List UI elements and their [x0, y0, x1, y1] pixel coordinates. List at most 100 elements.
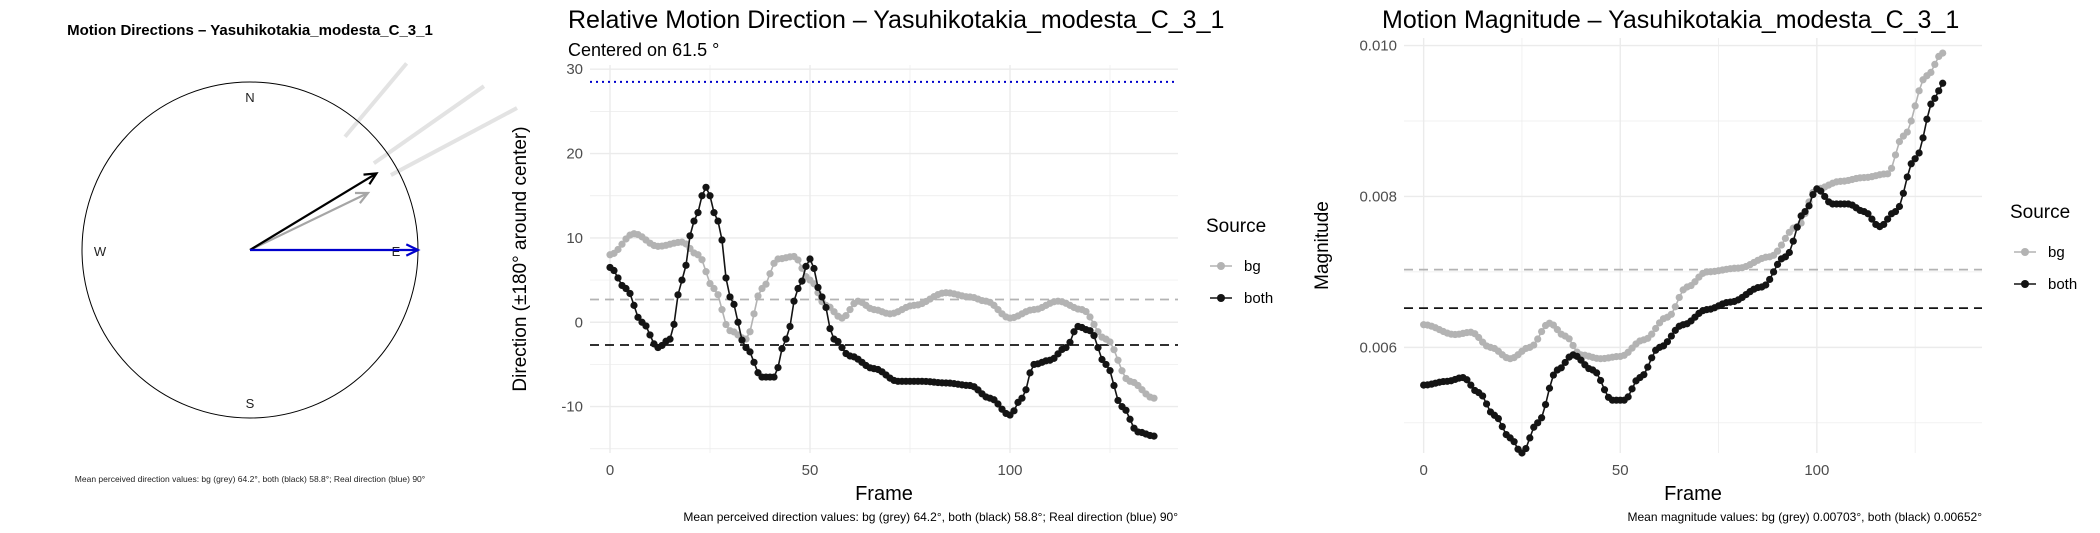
compass-faded-ray-2	[389, 106, 518, 177]
data-point-both	[614, 274, 622, 282]
chart-caption: Mean magnitude values: bg (grey) 0.00703…	[1628, 510, 1983, 524]
data-point-both	[1526, 434, 1534, 442]
data-point-both	[1010, 407, 1018, 415]
data-point-bg	[722, 320, 730, 329]
data-point-both	[1522, 444, 1530, 453]
data-point-bg	[1675, 293, 1683, 302]
data-point-bg	[706, 279, 714, 288]
y-tick-label: 0.006	[1359, 339, 1397, 356]
data-point-bg	[1887, 164, 1896, 172]
compass-arrowhead-real	[405, 243, 421, 257]
data-point-both	[1793, 223, 1801, 231]
data-point-both	[1644, 363, 1652, 371]
data-point-both	[686, 232, 694, 240]
data-point-bg	[794, 256, 802, 264]
data-point-bg	[1110, 346, 1118, 354]
data-point-bg	[1106, 338, 1114, 346]
data-point-bg	[618, 240, 626, 248]
data-point-both	[1762, 281, 1770, 289]
data-point-both	[670, 320, 678, 328]
data-point-both	[1018, 394, 1026, 402]
x-axis-label: Frame	[855, 483, 913, 505]
data-point-both	[818, 293, 826, 301]
data-point-both	[794, 284, 802, 293]
x-tick-label: 50	[1612, 462, 1629, 479]
legend-label-bg: bg	[2048, 244, 2065, 261]
data-point-both	[1545, 384, 1554, 392]
compass-arrow-bg	[249, 191, 369, 251]
relative-direction-panel: Relative Motion Direction – Yasuhikotaki…	[500, 0, 1300, 533]
data-point-bg	[1530, 341, 1538, 349]
data-point-bg	[1895, 138, 1904, 146]
data-point-bg	[846, 306, 854, 314]
data-point-both	[1098, 355, 1106, 364]
data-point-both	[806, 255, 814, 263]
data-point-both	[682, 261, 690, 269]
data-point-both	[826, 324, 834, 333]
data-point-bg	[1927, 68, 1935, 77]
data-point-bg	[1915, 87, 1923, 95]
compass-arrowhead-both	[363, 172, 379, 185]
data-point-both	[698, 192, 706, 200]
legend-label-bg: bg	[1244, 258, 1261, 275]
data-point-bg	[1777, 241, 1786, 249]
data-point-both	[1467, 381, 1475, 389]
data-point-both	[994, 400, 1002, 408]
y-tick-label: 0	[575, 314, 583, 331]
data-point-both	[1482, 400, 1491, 408]
legend-label-both: both	[2048, 276, 2077, 293]
y-tick-label: 10	[566, 230, 583, 247]
data-point-both	[1114, 396, 1122, 405]
x-tick-label: 100	[1804, 462, 1829, 479]
chart-title: Motion Magnitude – Yasuhikotakia_modesta…	[1382, 6, 1959, 34]
data-point-both	[838, 343, 846, 352]
data-point-bg	[842, 311, 850, 320]
data-point-both	[1640, 371, 1648, 379]
data-point-both	[822, 303, 830, 312]
data-point-both	[1868, 215, 1876, 223]
y-axis-label: Direction (±180° around center)	[510, 126, 531, 391]
data-point-both	[1094, 343, 1102, 352]
data-point-both	[690, 217, 698, 225]
data-point-both	[802, 262, 810, 270]
data-point-bg	[1648, 330, 1656, 338]
data-point-both	[626, 289, 634, 298]
data-point-bg	[754, 292, 762, 300]
data-point-both	[1549, 371, 1558, 379]
data-point-both	[1126, 415, 1134, 423]
data-point-both	[1538, 414, 1546, 422]
data-point-both	[1817, 187, 1825, 195]
data-point-both	[1919, 134, 1927, 142]
data-point-both	[834, 338, 842, 346]
data-point-both	[1663, 338, 1672, 346]
data-point-both	[1090, 332, 1098, 340]
data-point-both	[1891, 207, 1900, 216]
data-point-both	[714, 217, 722, 225]
compass-title: Motion Directions – Yasuhikotakia_modest…	[67, 22, 433, 39]
x-tick-label: 50	[802, 462, 819, 479]
data-point-both	[1498, 422, 1506, 431]
data-point-both	[1903, 173, 1911, 181]
series-bg	[606, 230, 1158, 402]
data-point-both	[750, 358, 758, 366]
data-point-bg	[1907, 117, 1915, 125]
legend-title: Source	[1206, 216, 1266, 237]
data-point-both	[1122, 406, 1130, 414]
data-point-bg	[614, 245, 622, 254]
x-axis-label: Frame	[1664, 483, 1722, 505]
y-tick-label: 20	[566, 146, 583, 163]
data-point-both	[710, 209, 718, 217]
data-point-both	[1102, 360, 1110, 369]
data-point-both	[1557, 364, 1565, 372]
series-both	[606, 183, 1158, 440]
data-point-bg	[766, 270, 774, 278]
data-point-bg	[1773, 247, 1782, 255]
compass-chart: Motion Directions – Yasuhikotakia_modest…	[67, 22, 518, 484]
data-point-both	[706, 192, 714, 200]
data-point-both	[1915, 149, 1923, 157]
data-point-both	[634, 313, 642, 321]
data-point-both	[1600, 386, 1609, 394]
data-point-both	[1931, 94, 1939, 102]
data-point-bg	[1903, 128, 1911, 136]
data-point-both	[810, 264, 818, 273]
